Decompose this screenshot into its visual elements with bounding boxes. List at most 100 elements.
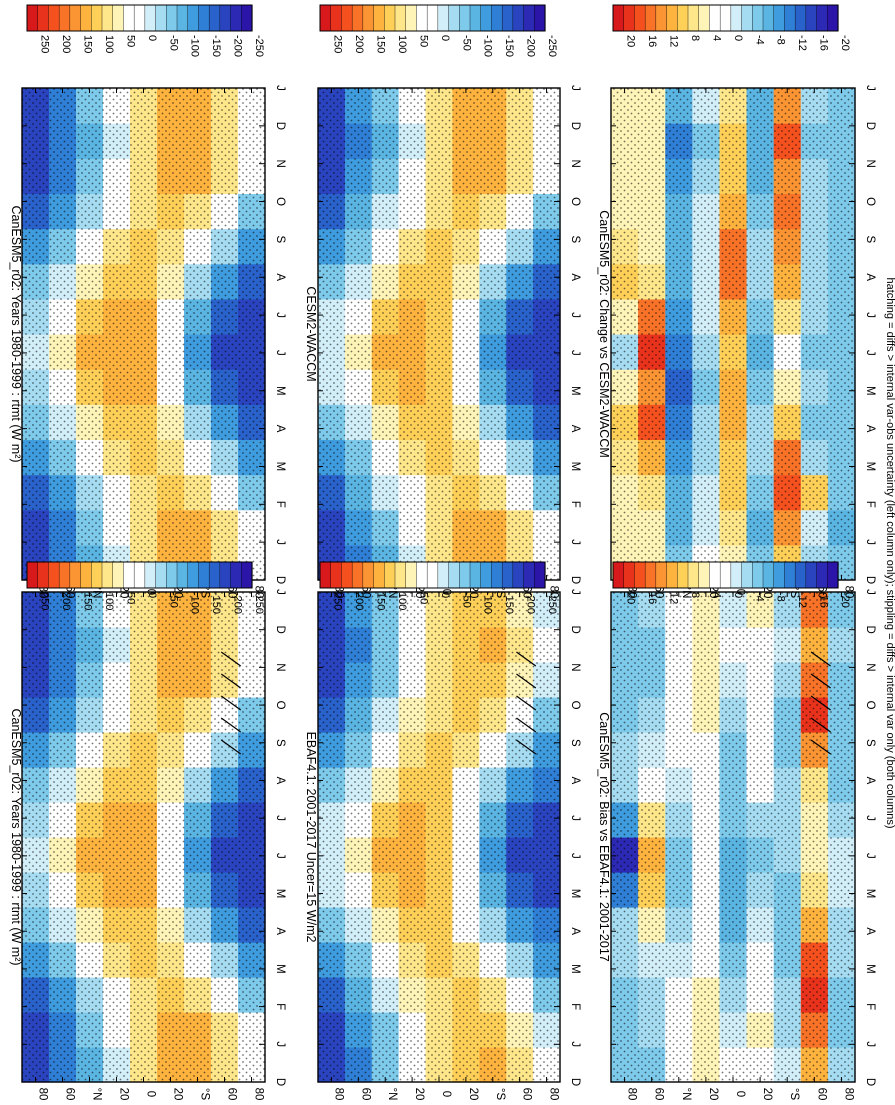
month-label: D [274,576,286,584]
month-label: N [864,160,876,168]
month-label: J [274,85,286,91]
month-label: D [274,122,286,130]
colorbar-swatch [762,4,775,32]
hatch-mark [516,651,537,667]
month-label: D [864,626,876,634]
month-label: J [864,312,876,318]
colorbar-label: 12 [668,35,680,47]
colorbar-swatch [512,561,525,589]
month-label: M [274,964,286,974]
hatch-mark [220,739,242,755]
colorbar-label: 200 [353,592,365,610]
colorbar-0: 250 200 150 100 50 0 -50 -100 -150 -200 -250 [26,4,265,57]
colorbar-swatch [48,4,60,32]
colorbar-swatch [26,561,39,589]
colorbar-swatch [91,561,103,589]
colorbar-swatch [405,4,418,32]
colorbar-label: 50 [124,592,136,604]
hatch-mark [220,695,242,711]
colorbar-swatch [48,561,60,589]
colorbar-swatch [644,561,657,589]
colorbar-swatch [37,561,50,589]
colorbar-label: -250 [253,35,265,57]
colorbar-label: 4 [710,592,722,598]
lat-label: 80 [37,1088,49,1101]
month-label: J [864,1041,876,1047]
colorbar-swatch [709,561,721,589]
month-label: A [274,927,286,935]
colorbar-3: 250 200 150 100 50 0 -50 -100 -150 -200 -250 [26,561,265,614]
month-label: M [274,889,286,899]
colorbar-label: -200 [232,592,244,614]
colorbar-swatch [730,4,743,32]
month-label: O [569,701,581,710]
month-label: M [864,889,876,899]
colorbar-label: -150 [503,35,515,57]
colorbar-swatch [612,561,625,589]
colorbar-swatch [459,561,471,589]
lat-label: 20 [413,1088,425,1101]
colorbar-swatch [501,561,514,589]
month-label: A [569,927,581,935]
colorbar-swatch [437,4,450,32]
month-label: S [864,236,876,244]
colorbar-swatch [773,4,786,32]
colorbar-label: -150 [210,592,222,614]
colorbar-swatch [677,561,689,589]
colorbar-label: 150 [375,35,387,53]
hatch-mark [810,739,831,755]
colorbar-swatch [155,4,167,32]
colorbar-label: -20 [839,35,851,51]
colorbar-label: 100 [103,35,115,53]
lat-label: 80 [548,1088,560,1101]
lat-label: 80 [626,586,638,599]
colorbar-swatch [101,4,114,32]
colorbar-swatch [58,561,71,589]
colorbar-swatch [416,561,428,589]
lat-label: 60 [226,1088,238,1101]
colorbar-label: 8 [689,592,701,598]
colorbar-swatch [91,4,103,32]
colorbar-swatch [230,4,242,32]
colorbar-frame [612,561,839,589]
colorbar-swatch [827,561,839,589]
panel-title: EBAF4.1: 2001-2017 Uncer=15 W/m2 [304,732,318,943]
month-label: M [864,462,876,472]
month-label: A [569,425,581,433]
month-label: J [274,1041,286,1047]
hatch-mark [220,651,242,667]
month-label: M [569,386,581,396]
panel-title: CanESM5_r02: Bias vs EBAF4.1: 2001-2017 [597,712,611,961]
colorbar-swatch [698,4,711,32]
colorbar-swatch [523,561,535,589]
colorbar-label: 20 [625,592,637,604]
colorbar-label: -200 [525,592,537,614]
lat-label: 80 [332,586,344,599]
colorbar-swatch [394,561,407,589]
hatch-mark [220,673,242,689]
colorbar-label: 250 [39,592,51,610]
colorbar-swatch [219,4,232,32]
colorbar-swatch [341,561,353,589]
colorbar-label: 0 [732,35,744,41]
colorbar-swatch [166,561,178,589]
colorbar-label: 150 [82,592,94,610]
colorbar-swatch [426,561,439,589]
colorbar-swatch [805,4,818,32]
colorbar-swatch [719,561,732,589]
colorbar-swatch [330,561,343,589]
month-label: J [569,1041,581,1047]
colorbar-label: 50 [124,35,136,47]
colorbar-label: 8 [689,35,701,41]
colorbar-label: -16 [818,592,830,608]
month-label: D [569,626,581,634]
lat-label: 20 [761,1088,773,1101]
colorbar-swatch [144,561,157,589]
hatch-mark [810,673,831,689]
lat-label: 80 [842,1088,854,1101]
colorbar-label: -20 [839,592,851,608]
lat-label: 60 [653,1088,665,1101]
lat-label: 20 [118,586,130,599]
colorbar-swatch [655,561,668,589]
